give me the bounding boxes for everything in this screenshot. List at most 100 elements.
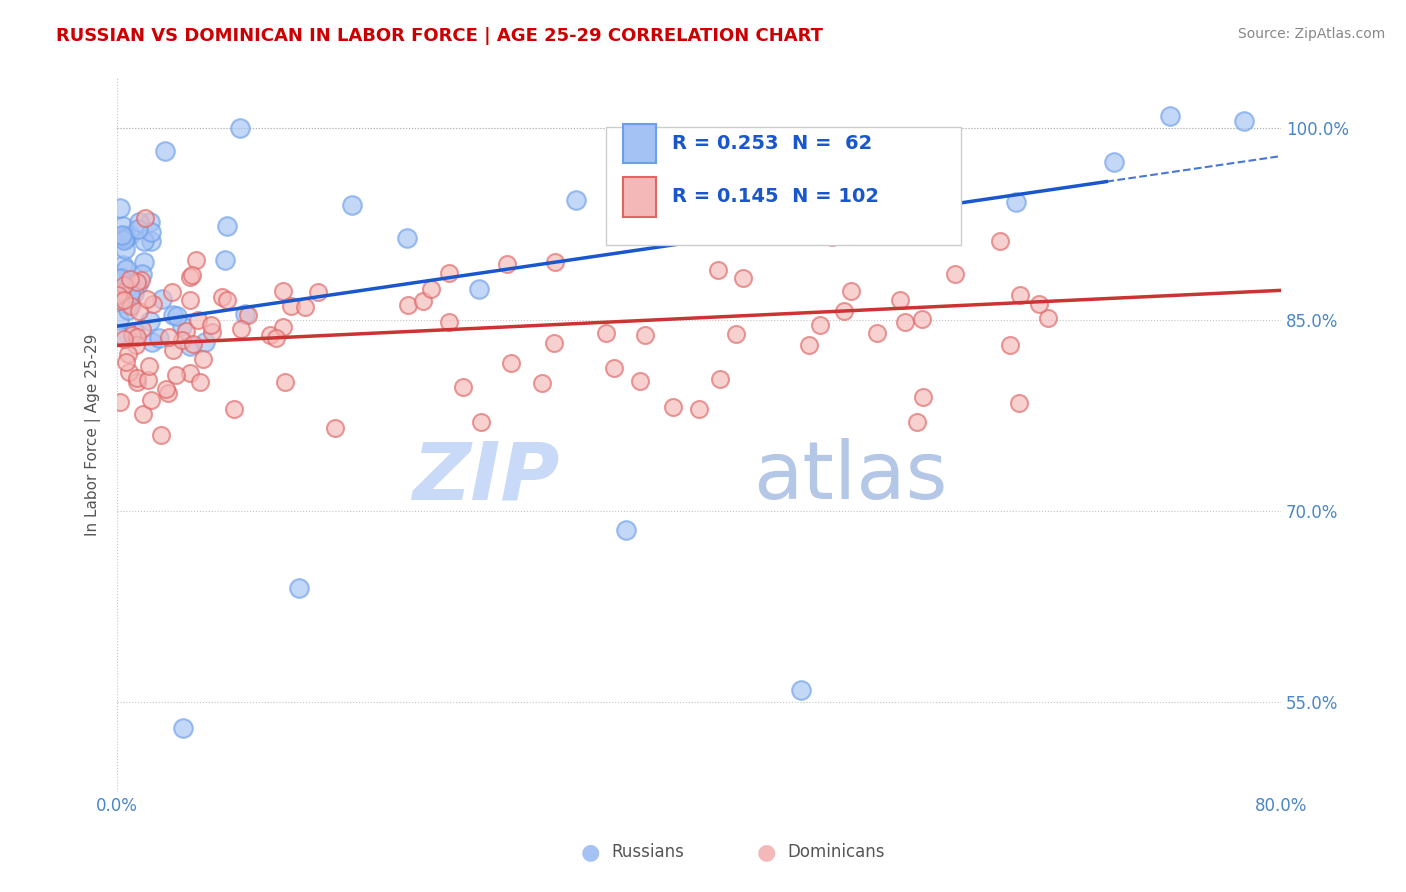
Point	[111, 227, 134, 242]
Point	[166, 310, 188, 324]
Point	[181, 337, 204, 351]
Point	[797, 338, 820, 352]
Point	[191, 352, 214, 367]
Point	[808, 318, 831, 332]
Point	[174, 324, 197, 338]
Point	[911, 390, 934, 404]
Point	[396, 231, 419, 245]
Point	[1028, 297, 1050, 311]
Point	[127, 375, 149, 389]
Point	[139, 314, 162, 328]
Point	[165, 368, 187, 382]
Point	[115, 262, 138, 277]
Point	[162, 308, 184, 322]
Point	[134, 211, 156, 225]
Point	[136, 373, 159, 387]
Point	[531, 376, 554, 390]
Point	[120, 228, 142, 243]
Point	[157, 386, 180, 401]
Point	[107, 328, 129, 343]
Point	[437, 266, 460, 280]
Point	[288, 581, 311, 595]
Point	[127, 329, 149, 343]
Point	[131, 267, 153, 281]
Y-axis label: In Labor Force | Age 25-29: In Labor Force | Age 25-29	[86, 334, 101, 536]
Point	[121, 327, 143, 342]
Point	[1233, 114, 1256, 128]
Point	[412, 294, 434, 309]
Point	[112, 277, 135, 292]
Point	[112, 228, 135, 243]
Point	[307, 285, 329, 300]
Point	[111, 219, 134, 233]
Point	[439, 315, 461, 329]
Point	[127, 277, 149, 292]
Point	[1008, 395, 1031, 409]
Point	[866, 326, 889, 340]
Point	[790, 682, 813, 697]
Point	[910, 312, 932, 326]
Text: atlas: atlas	[754, 439, 948, 516]
Point	[125, 370, 148, 384]
Point	[468, 282, 491, 296]
Point	[153, 144, 176, 158]
Point	[662, 400, 685, 414]
Point	[114, 231, 136, 245]
Point	[112, 259, 135, 273]
Point	[179, 270, 201, 285]
Point	[229, 321, 252, 335]
Point	[1159, 109, 1181, 123]
Point	[725, 326, 748, 341]
Point	[112, 293, 135, 307]
Point	[217, 293, 239, 307]
Point	[200, 318, 222, 333]
Point	[110, 394, 132, 409]
Point	[325, 421, 347, 435]
Point	[132, 407, 155, 421]
Point	[128, 303, 150, 318]
Point	[110, 285, 132, 299]
Point	[108, 313, 131, 327]
Point	[108, 294, 131, 309]
Point	[707, 263, 730, 277]
Point	[108, 271, 131, 285]
Point	[139, 393, 162, 408]
Point	[1036, 311, 1059, 326]
Point	[238, 308, 260, 322]
Point	[141, 335, 163, 350]
Point	[122, 286, 145, 301]
Point	[128, 215, 150, 229]
Point	[470, 415, 492, 429]
FancyBboxPatch shape	[606, 128, 960, 245]
Point	[193, 334, 215, 349]
Point	[131, 322, 153, 336]
Point	[211, 290, 233, 304]
Point	[495, 258, 517, 272]
Point	[709, 372, 731, 386]
Point	[271, 320, 294, 334]
Point	[222, 402, 245, 417]
Point	[117, 303, 139, 318]
Point	[905, 415, 928, 429]
Point	[108, 202, 131, 216]
Point	[139, 215, 162, 229]
Point	[889, 163, 911, 178]
Point	[149, 427, 172, 442]
Point	[215, 219, 238, 234]
Point	[120, 285, 142, 300]
Point	[107, 292, 129, 306]
Point	[114, 242, 136, 256]
Point	[139, 234, 162, 248]
Point	[117, 347, 139, 361]
Point	[939, 146, 962, 161]
Text: Source: ZipAtlas.com: Source: ZipAtlas.com	[1237, 27, 1385, 41]
Point	[264, 331, 287, 345]
Point	[603, 360, 626, 375]
Point	[294, 300, 316, 314]
Text: ZIP: ZIP	[412, 439, 560, 516]
Point	[187, 313, 209, 327]
Text: ●: ●	[756, 842, 776, 862]
Point	[115, 355, 138, 369]
Point	[832, 303, 855, 318]
Point	[188, 375, 211, 389]
